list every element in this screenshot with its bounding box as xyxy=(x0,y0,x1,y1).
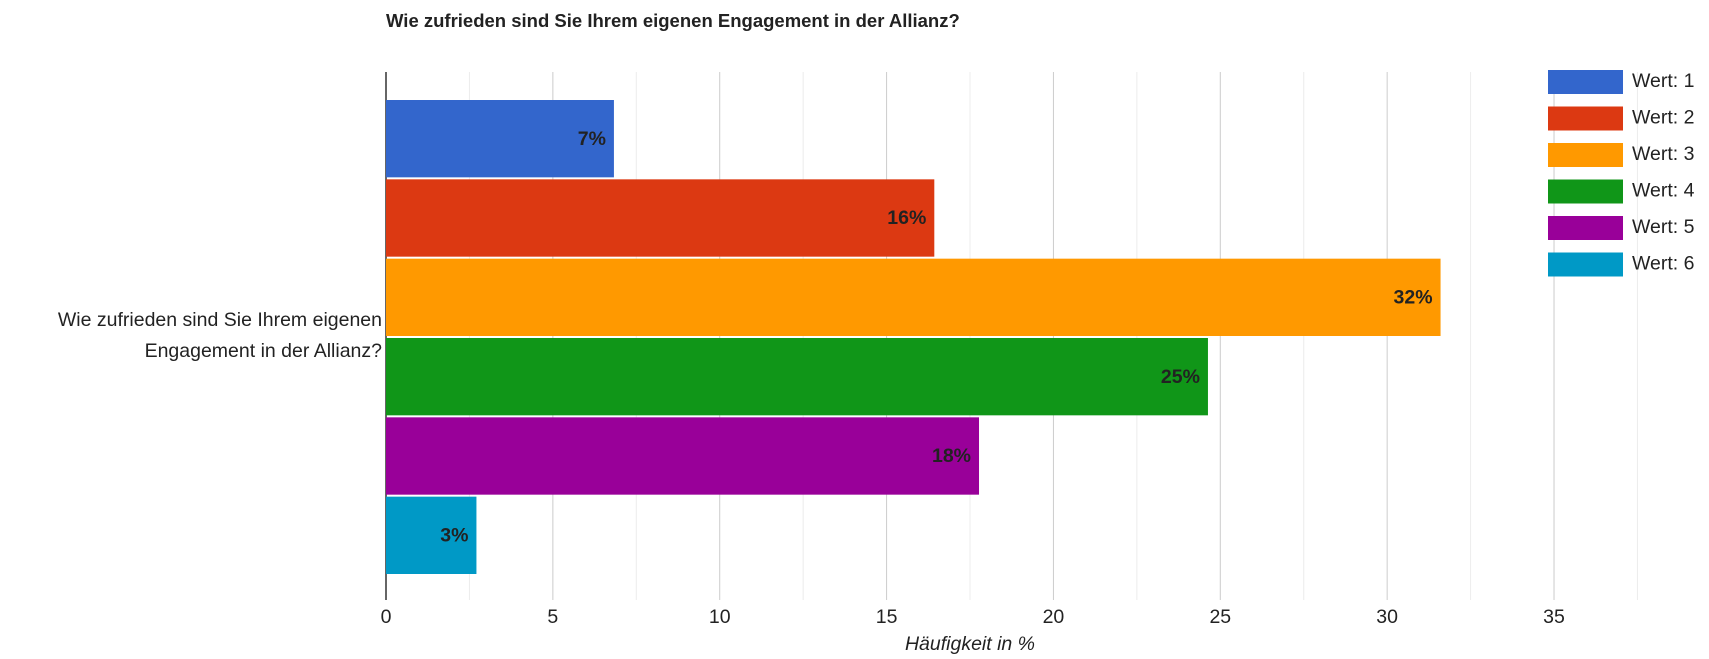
x-tick-label: 35 xyxy=(1543,606,1565,628)
legend-label: Wert: 2 xyxy=(1632,107,1695,129)
legend-swatch xyxy=(1548,143,1623,167)
bar-value-label: 7% xyxy=(578,128,606,150)
bar xyxy=(386,179,935,257)
bar xyxy=(386,258,1441,336)
x-tick-label: 20 xyxy=(1043,606,1065,628)
legend-label: Wert: 4 xyxy=(1632,180,1695,202)
legend-swatch xyxy=(1548,70,1623,94)
category-label: Wie zufrieden sind Sie Ihrem eigenen Eng… xyxy=(57,309,382,362)
legend-label: Wert: 5 xyxy=(1632,216,1695,238)
bar-value-label: 3% xyxy=(440,524,468,546)
x-tick-label: 0 xyxy=(381,606,392,628)
x-tick-label: 15 xyxy=(876,606,898,628)
x-tick-label: 25 xyxy=(1209,606,1231,628)
bar-value-label: 18% xyxy=(932,445,971,467)
bar xyxy=(386,417,980,495)
bar xyxy=(386,338,1208,416)
legend-swatch xyxy=(1548,252,1623,277)
x-axis-label: Häufigkeit in % xyxy=(905,633,1035,655)
bar xyxy=(386,496,477,574)
x-tick-label: 10 xyxy=(709,606,731,628)
legend-swatch xyxy=(1548,216,1623,240)
bar-value-label: 25% xyxy=(1161,366,1200,388)
legend-label: Wert: 1 xyxy=(1632,70,1695,92)
legend-swatch xyxy=(1548,106,1623,131)
legend-label: Wert: 6 xyxy=(1632,253,1695,275)
bar xyxy=(386,100,614,178)
bar-value-label: 32% xyxy=(1394,286,1433,308)
x-tick-label: 5 xyxy=(547,606,558,628)
legend-swatch xyxy=(1548,179,1623,204)
legend-label: Wert: 3 xyxy=(1632,143,1695,165)
x-tick-label: 30 xyxy=(1376,606,1398,628)
bar-value-label: 16% xyxy=(887,207,926,229)
chart-title: Wie zufrieden sind Sie Ihrem eigenen Eng… xyxy=(386,10,960,31)
